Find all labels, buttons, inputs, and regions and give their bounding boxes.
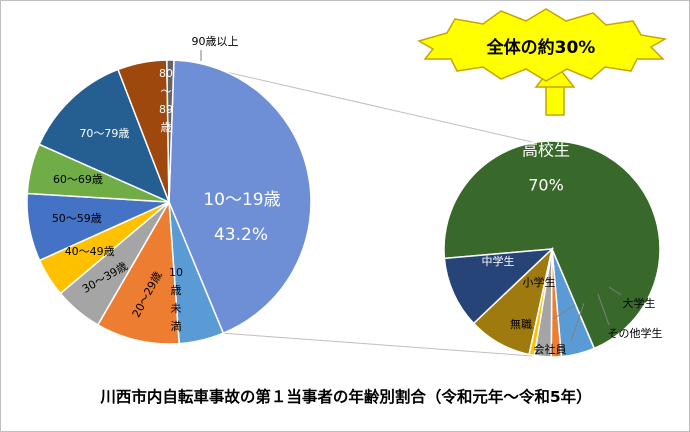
slice-label-under10-2: 未 <box>171 302 182 315</box>
slice-label-age-4: 40～49歳 <box>65 245 115 258</box>
connector-line-bottom <box>223 332 533 357</box>
slice-label-employee: 会社員 <box>534 342 567 356</box>
slice-label-other-student: その他学生 <box>608 326 663 340</box>
starburst-shape <box>417 8 668 82</box>
chart-title: 川西市内自転車事故の第１当事者の年齢別割合（令和元年～令和5年） <box>99 387 591 406</box>
slice-label-80-89-3: 歳 <box>161 121 172 134</box>
pie-left-slice-7 <box>38 68 171 204</box>
age-pie <box>26 59 312 345</box>
pie-left-slice-2 <box>96 199 181 345</box>
slice-label-age-7: 70～79歳 <box>79 127 129 140</box>
slice-label-80-89-0: 80 <box>159 67 173 80</box>
pie-right-slice-6 <box>443 248 555 325</box>
callout-text: 全体の約30% <box>486 37 596 58</box>
slice-label-under10-1: 歳 <box>171 284 182 297</box>
slice-value-10-19: 43.2% <box>214 225 268 245</box>
pie-left-slice-0 <box>168 59 312 335</box>
slice-label-unemployed: 無職 <box>510 317 532 331</box>
leader-line-1 <box>597 293 610 326</box>
leader-line-0 <box>608 286 622 296</box>
slice-label-10-19: 10～19歳 <box>203 190 280 210</box>
pie-right-slice-0 <box>443 140 661 350</box>
slice-label-age-5: 50～59歳 <box>52 212 102 225</box>
slice-label-80-89-2: 89 <box>159 103 173 116</box>
pie-left-slice-9 <box>166 59 175 203</box>
breakdown-pie <box>443 140 661 358</box>
slice-label-under10-3: 満 <box>171 320 182 333</box>
slice-label-age-6: 60～69歳 <box>53 173 103 186</box>
zoom-connector-lines <box>173 59 533 357</box>
slice-label-80-89-1: ～ <box>161 85 172 98</box>
slice-label-90plus: 90歳以上 <box>192 35 239 48</box>
leader-line-3 <box>552 304 576 320</box>
slice-label-highschool: 高校生 <box>522 141 570 160</box>
connector-line-top <box>173 59 533 143</box>
slice-value-highschool: 70% <box>528 176 564 195</box>
slice-label-elementary: 小学生 <box>523 275 556 289</box>
callout-starburst: 全体の約30% <box>417 8 668 82</box>
leader-line-2 <box>570 302 585 342</box>
slice-label-under10-0: 10 <box>169 266 183 279</box>
slice-label-university: 大学生 <box>623 296 656 310</box>
callout-arrow-shaft <box>545 84 565 116</box>
slice-label-juniorhigh: 中学生 <box>482 254 515 268</box>
